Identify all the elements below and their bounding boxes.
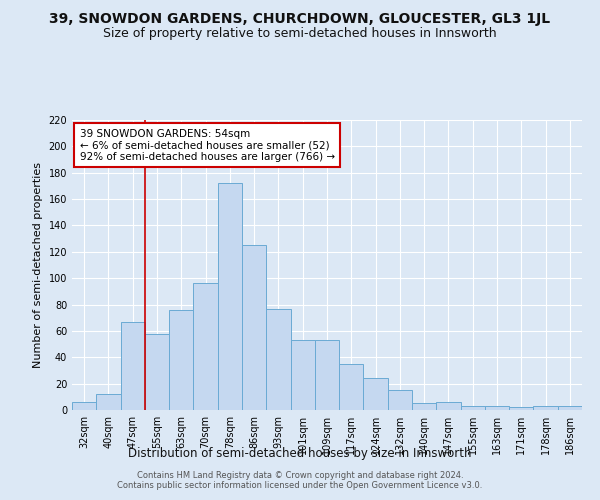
Bar bbox=[290, 340, 315, 410]
Text: Contains HM Land Registry data © Crown copyright and database right 2024.
Contai: Contains HM Land Registry data © Crown c… bbox=[118, 470, 482, 490]
Bar bbox=[96, 394, 121, 410]
Bar bbox=[266, 308, 290, 410]
Text: Distribution of semi-detached houses by size in Innsworth: Distribution of semi-detached houses by … bbox=[128, 448, 472, 460]
Bar bbox=[388, 390, 412, 410]
Bar bbox=[485, 406, 509, 410]
Bar bbox=[412, 404, 436, 410]
Bar bbox=[145, 334, 169, 410]
Bar bbox=[364, 378, 388, 410]
Bar bbox=[315, 340, 339, 410]
Text: Size of property relative to semi-detached houses in Innsworth: Size of property relative to semi-detach… bbox=[103, 28, 497, 40]
Bar bbox=[533, 406, 558, 410]
Text: 39 SNOWDON GARDENS: 54sqm
← 6% of semi-detached houses are smaller (52)
92% of s: 39 SNOWDON GARDENS: 54sqm ← 6% of semi-d… bbox=[80, 128, 335, 162]
Text: 39, SNOWDON GARDENS, CHURCHDOWN, GLOUCESTER, GL3 1JL: 39, SNOWDON GARDENS, CHURCHDOWN, GLOUCES… bbox=[49, 12, 551, 26]
Bar bbox=[242, 245, 266, 410]
Bar bbox=[218, 184, 242, 410]
Bar bbox=[436, 402, 461, 410]
Bar bbox=[509, 408, 533, 410]
Bar bbox=[169, 310, 193, 410]
Bar bbox=[193, 284, 218, 410]
Bar bbox=[339, 364, 364, 410]
Bar bbox=[121, 322, 145, 410]
Bar bbox=[558, 406, 582, 410]
Bar bbox=[72, 402, 96, 410]
Y-axis label: Number of semi-detached properties: Number of semi-detached properties bbox=[33, 162, 43, 368]
Bar bbox=[461, 406, 485, 410]
